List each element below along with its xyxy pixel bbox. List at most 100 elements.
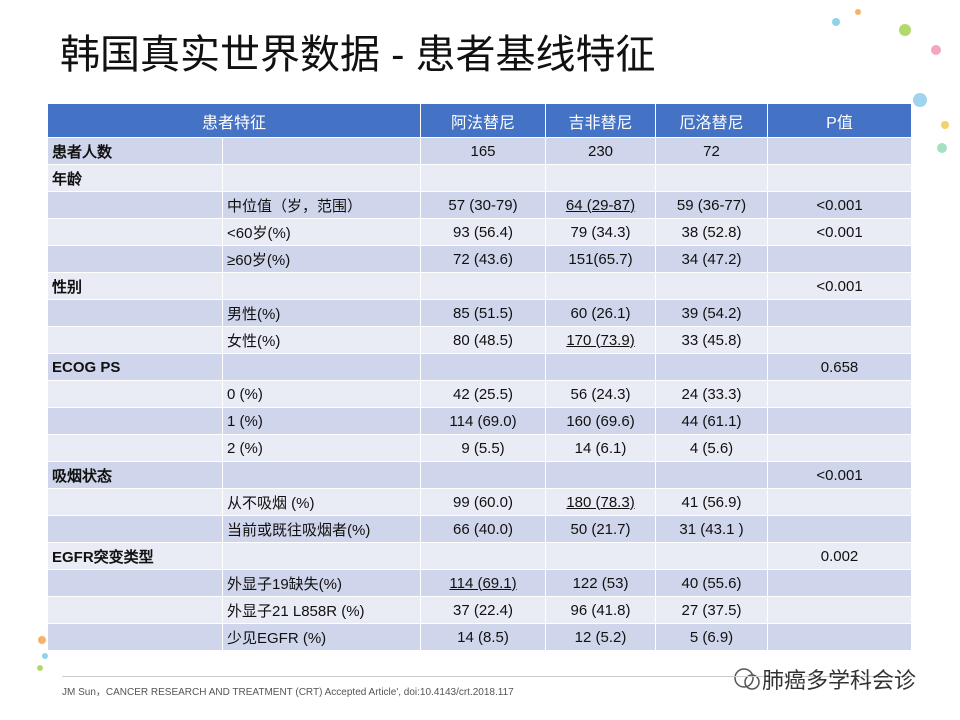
- table-cell: 93 (56.4): [420, 218, 547, 246]
- table-cell: ECOG PS: [47, 353, 223, 381]
- table-cell: [767, 380, 913, 408]
- table-cell: [655, 353, 769, 381]
- watermark: 肺癌多学科会诊: [762, 668, 917, 693]
- table-cell: [545, 353, 657, 381]
- table-cell: [221, 542, 422, 570]
- table-cell: [221, 461, 422, 489]
- table-cell: [767, 623, 913, 651]
- table-cell: 122 (53): [545, 569, 657, 597]
- table-cell: 66 (40.0): [420, 515, 547, 543]
- column-header: P值: [767, 103, 913, 138]
- table-cell: 当前或既往吸烟者(%): [221, 515, 422, 543]
- table-cell: [767, 299, 913, 327]
- table-cell: 年龄: [47, 164, 223, 192]
- table-cell: <0.001: [767, 461, 913, 489]
- table-cell: <0.001: [767, 218, 913, 246]
- table-cell: [47, 434, 223, 462]
- table-cell: 38 (52.8): [655, 218, 769, 246]
- table-cell: [47, 191, 223, 219]
- table-cell: [767, 596, 913, 624]
- table-cell: 中位值（岁，范围）: [221, 191, 422, 219]
- table-cell: 外显子19缺失(%): [221, 569, 422, 597]
- table-cell: 50 (21.7): [545, 515, 657, 543]
- table-cell: 79 (34.3): [545, 218, 657, 246]
- table-cell: [420, 461, 547, 489]
- table-row: 中位值（岁，范围） 57 (30-79) 64 (29-87) 59 (36-77) <…: [47, 191, 913, 219]
- table-cell: [420, 542, 547, 570]
- table-cell: 64 (29-87): [545, 191, 657, 219]
- table-cell: [545, 272, 657, 300]
- table-cell: [221, 164, 422, 192]
- table-cell: [655, 164, 769, 192]
- table-cell: 42 (25.5): [420, 380, 547, 408]
- table-row: 少见EGFR (%) 14 (8.5) 12 (5.2) 5 (6.9): [47, 623, 913, 651]
- table-row: EGFR突变类型 0.002: [47, 542, 913, 570]
- table-cell: 14 (6.1): [545, 434, 657, 462]
- table-cell: [767, 407, 913, 435]
- table-cell: [221, 137, 422, 165]
- table-cell: [221, 353, 422, 381]
- table-cell: 151(65.7): [545, 245, 657, 273]
- table-row: 外显子21 L858R (%) 37 (22.4) 96 (41.8) 27 (37.…: [47, 596, 913, 624]
- table-cell: 女性(%): [221, 326, 422, 354]
- table-cell: 0 (%): [221, 380, 422, 408]
- table-row: 性别 <0.001: [47, 272, 913, 300]
- table-cell: [47, 488, 223, 516]
- table-row: 患者人数 165 230 72: [47, 137, 913, 165]
- table-cell: 57 (30-79): [420, 191, 547, 219]
- table-cell: [545, 542, 657, 570]
- table-cell: 44 (61.1): [655, 407, 769, 435]
- table-cell: ≥60岁(%): [221, 245, 422, 273]
- table-cell: 72 (43.6): [420, 245, 547, 273]
- table-cell: 72: [655, 137, 769, 165]
- table-cell: 27 (37.5): [655, 596, 769, 624]
- table-row: 当前或既往吸烟者(%) 66 (40.0) 50 (21.7) 31 (43.1 ): [47, 515, 913, 543]
- table-cell: 2 (%): [221, 434, 422, 462]
- table-cell: 230: [545, 137, 657, 165]
- table-cell: [767, 569, 913, 597]
- table-row: <60岁(%) 93 (56.4) 79 (34.3) 38 (52.8) <0.001: [47, 218, 913, 246]
- table-cell: 从不吸烟 (%): [221, 488, 422, 516]
- table-row: ≥60岁(%) 72 (43.6) 151(65.7) 34 (47.2): [47, 245, 913, 273]
- table-cell: 114 (69.1): [420, 569, 547, 597]
- table-cell: [420, 164, 547, 192]
- table-cell: 40 (55.6): [655, 569, 769, 597]
- table-cell: 1 (%): [221, 407, 422, 435]
- table-cell: 80 (48.5): [420, 326, 547, 354]
- table-row: 0 (%) 42 (25.5) 56 (24.3) 24 (33.3): [47, 380, 913, 408]
- table-cell: 9 (5.5): [420, 434, 547, 462]
- table-cell: 5 (6.9): [655, 623, 769, 651]
- table-cell: [767, 515, 913, 543]
- table-cell: 33 (45.8): [655, 326, 769, 354]
- header-row: 患者特征 阿法替尼 吉非替尼 厄洛替尼 P值: [46, 103, 913, 138]
- table-cell: [767, 326, 913, 354]
- table-cell: 160 (69.6): [545, 407, 657, 435]
- table-cell: [47, 218, 223, 246]
- table-cell: [767, 137, 913, 165]
- cell-text: 114 (69.1): [449, 574, 517, 592]
- table-cell: [545, 164, 657, 192]
- table-cell: 37 (22.4): [420, 596, 547, 624]
- table-cell: 34 (47.2): [655, 245, 769, 273]
- cell-text: 64 (29-87): [565, 196, 636, 214]
- table-cell: [655, 542, 769, 570]
- column-header: 吉非替尼: [545, 103, 657, 138]
- table-cell: [47, 299, 223, 327]
- table-cell: <60岁(%): [221, 218, 422, 246]
- table-cell: 24 (33.3): [655, 380, 769, 408]
- table-cell: [767, 434, 913, 462]
- table-row: 从不吸烟 (%) 99 (60.0) 180 (78.3) 41 (56.9): [47, 488, 913, 516]
- column-header: 患者特征: [46, 103, 422, 138]
- table-cell: 少见EGFR (%): [221, 623, 422, 651]
- table-cell: [655, 272, 769, 300]
- table-cell: [47, 407, 223, 435]
- table-cell: 4 (5.6): [655, 434, 769, 462]
- table-cell: [47, 326, 223, 354]
- table-row: 1 (%) 114 (69.0) 160 (69.6) 44 (61.1): [47, 407, 913, 435]
- table-row: ECOG PS 0.658: [47, 353, 913, 381]
- table-cell: 外显子21 L858R (%): [221, 596, 422, 624]
- table-cell: [545, 461, 657, 489]
- table-cell: 99 (60.0): [420, 488, 547, 516]
- table-cell: 14 (8.5): [420, 623, 547, 651]
